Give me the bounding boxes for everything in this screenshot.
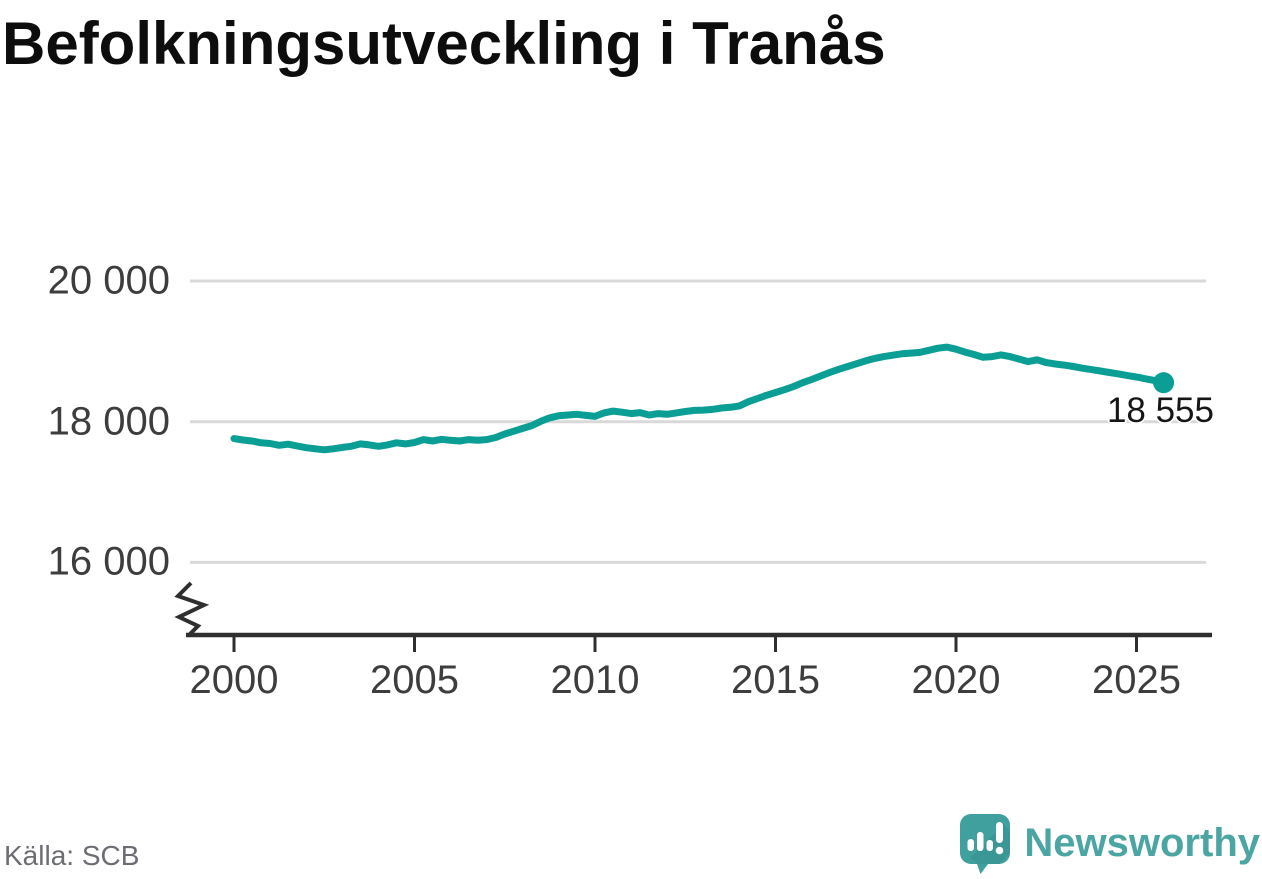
y-axis-tick-label: 16 000: [47, 539, 170, 584]
newsworthy-logo[interactable]: Newsworthy: [958, 812, 1260, 874]
source-note: Källa: SCB: [4, 840, 140, 871]
series-line: [230, 343, 1168, 454]
x-axis-tick-label: 2000: [189, 658, 279, 702]
x-axis-tick-label: 2015: [731, 658, 820, 702]
end-dot: [1153, 372, 1175, 394]
x-axis-tick-label: 2025: [1092, 658, 1181, 702]
newsworthy-logo-text: Newsworthy: [1024, 821, 1260, 865]
y-axis-tick-label: 18 000: [47, 399, 170, 444]
x-axis-tick-label: 2005: [370, 658, 459, 702]
end-value-label: 18 555: [1106, 391, 1214, 430]
y-axis-break-icon: [174, 581, 210, 636]
chart-title: Befolkningsutveckling i Tranås: [2, 10, 886, 77]
newsworthy-bubble-chart-icon: [960, 814, 1011, 874]
x-axis-tick-label: 2020: [911, 658, 1001, 702]
x-axis-tick-label: 2010: [550, 658, 640, 702]
y-axis-tick-label: 20 000: [47, 258, 170, 303]
